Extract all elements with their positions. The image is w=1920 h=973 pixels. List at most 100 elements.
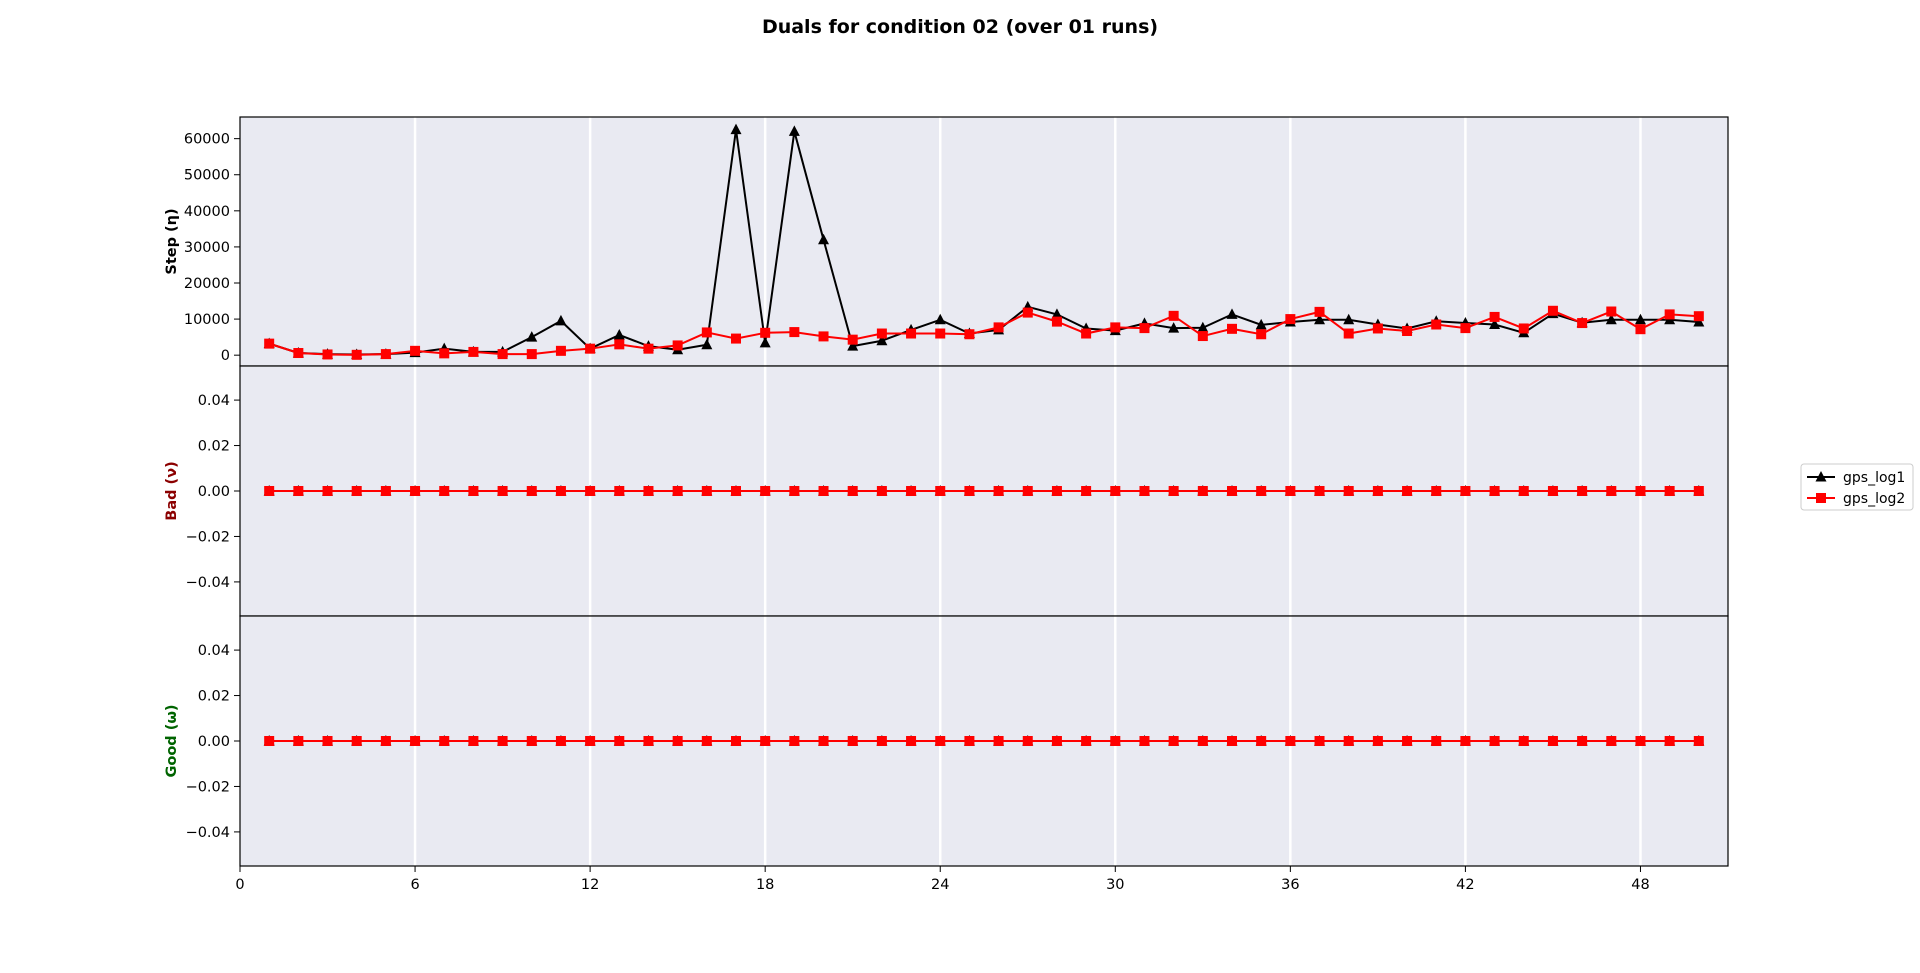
data-point-gps_log2	[701, 486, 712, 496]
data-point-gps_log2	[964, 736, 975, 746]
data-point-gps_log2	[468, 346, 479, 357]
data-point-gps_log1	[1343, 313, 1355, 325]
data-point-gps_log1	[818, 233, 830, 245]
data-point-gps_log2	[1693, 736, 1704, 746]
y-axis-label: Step (η)	[164, 208, 180, 274]
data-point-gps_log2	[555, 736, 566, 746]
data-point-gps_log2	[1051, 736, 1062, 746]
data-point-gps_log1	[1693, 315, 1705, 327]
data-point-gps_log2	[789, 736, 800, 746]
data-point-gps_log2	[322, 736, 333, 746]
data-point-gps_log2	[1081, 736, 1092, 746]
data-point-gps_log2	[789, 327, 800, 338]
data-point-gps_log1	[1226, 308, 1238, 319]
y-tick-label: 10000	[184, 312, 230, 328]
subplot-panels: 0 10000 20000 30000 40000 50000 60000 Step (η) −…	[164, 116, 1729, 893]
data-point-gps_log2	[1022, 486, 1033, 496]
data-point-gps_log2	[1314, 736, 1325, 746]
data-point-gps_log2	[1460, 736, 1471, 746]
data-point-gps_log2	[1577, 318, 1588, 329]
data-point-gps_log2	[439, 486, 450, 496]
data-point-gps_log2	[1664, 736, 1675, 746]
data-point-gps_log2	[760, 736, 771, 746]
data-point-gps_log2	[818, 736, 829, 746]
data-point-gps_log2	[380, 736, 391, 746]
data-point-gps_log2	[585, 343, 596, 354]
y-tick-label: 20000	[184, 276, 230, 292]
data-point-gps_log2	[643, 486, 654, 496]
data-point-gps_log2	[1635, 486, 1646, 496]
data-point-gps_log2	[1285, 736, 1296, 746]
data-point-gps_log1	[526, 331, 538, 342]
data-point-gps_log2	[1577, 736, 1588, 746]
data-point-gps_log2	[1227, 323, 1237, 334]
y-tick-label: 0.00	[198, 484, 230, 500]
data-point-gps_log2	[818, 331, 829, 342]
x-tick-label: 42	[1456, 877, 1474, 893]
data-point-gps_log2	[818, 486, 829, 496]
data-point-gps_log2	[497, 736, 508, 746]
data-point-gps_log2	[1460, 323, 1471, 334]
data-point-gps_log2	[760, 486, 771, 496]
x-tick-label: 24	[931, 877, 949, 893]
data-point-gps_log2	[1022, 307, 1033, 318]
data-point-gps_log2	[701, 327, 712, 338]
data-point-gps_log2	[1168, 736, 1179, 746]
data-point-gps_log2	[1518, 323, 1529, 334]
data-point-gps_log2	[1256, 329, 1267, 340]
data-point-gps_log2	[439, 736, 450, 746]
data-point-gps_log2	[1285, 486, 1296, 496]
data-point-gps_log1	[1489, 318, 1501, 329]
legend-marker-gps_log1	[1815, 471, 1827, 482]
data-point-gps_log2	[1227, 486, 1237, 496]
y-tick-label: 0.02	[198, 439, 230, 455]
data-point-gps_log2	[1256, 486, 1267, 496]
data-point-gps_log2	[410, 345, 421, 356]
data-point-gps_log2	[1460, 486, 1471, 496]
data-point-gps_log2	[468, 736, 479, 746]
data-point-gps_log2	[322, 349, 333, 360]
data-point-gps_log2	[1664, 309, 1675, 320]
data-point-gps_log2	[1197, 736, 1208, 746]
legend-label-gps_log2: gps_log2	[1843, 491, 1905, 507]
data-point-gps_log2	[1139, 323, 1150, 334]
data-point-gps_log2	[410, 486, 421, 496]
data-point-gps_log2	[555, 486, 566, 496]
data-point-gps_log2	[760, 327, 771, 338]
x-tick-label: 12	[581, 877, 599, 893]
data-point-gps_log2	[1547, 305, 1558, 316]
data-point-gps_log2	[1431, 486, 1442, 496]
data-point-gps_log2	[1139, 486, 1150, 496]
data-point-gps_log2	[935, 328, 946, 339]
data-point-gps_log2	[351, 736, 362, 746]
data-point-gps_log2	[1606, 736, 1617, 746]
data-point-gps_log2	[614, 339, 625, 350]
x-tick-label: 36	[1281, 877, 1299, 893]
legend-label-gps_log1: gps_log1	[1843, 470, 1905, 486]
y-tick-label: 0	[221, 348, 230, 364]
data-point-gps_log2	[1051, 486, 1062, 496]
y-tick-label: 50000	[184, 168, 230, 184]
data-point-gps_log2	[1022, 736, 1033, 746]
data-point-gps_log2	[614, 486, 625, 496]
data-point-gps_log2	[906, 486, 917, 496]
data-point-gps_log2	[1577, 486, 1588, 496]
data-point-gps_log1	[1634, 313, 1646, 325]
axes-frame	[239, 615, 1729, 867]
data-point-gps_log2	[1635, 736, 1646, 746]
data-point-gps_log1	[759, 336, 771, 348]
data-point-gps_log2	[1081, 328, 1092, 339]
data-point-gps_log2	[876, 486, 887, 496]
data-point-gps_log2	[1314, 486, 1325, 496]
x-tick-label: 30	[1106, 877, 1124, 893]
data-point-gps_log2	[847, 736, 858, 746]
legend[interactable]: gps_log1 gps_log2	[1800, 463, 1914, 511]
data-point-gps_log2	[1168, 310, 1179, 321]
data-point-gps_log2	[672, 340, 683, 351]
data-point-gps_log2	[264, 486, 275, 496]
data-point-gps_log2	[1664, 486, 1675, 496]
data-point-gps_log1	[1051, 308, 1063, 319]
y-tick-label: 60000	[184, 132, 230, 148]
data-point-gps_log2	[1314, 306, 1325, 317]
